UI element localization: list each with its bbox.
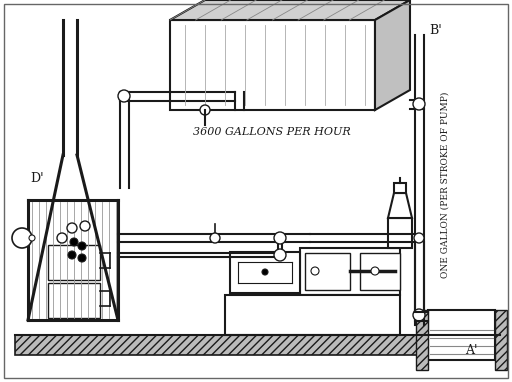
- Bar: [305, 253, 350, 290]
- Circle shape: [413, 309, 425, 321]
- Bar: [48, 245, 100, 280]
- Circle shape: [414, 233, 424, 243]
- Polygon shape: [375, 0, 410, 110]
- Circle shape: [68, 251, 76, 259]
- Circle shape: [57, 233, 67, 243]
- Text: ONE GALLON (PER STROKE OF PUMP): ONE GALLON (PER STROKE OF PUMP): [440, 92, 450, 278]
- Circle shape: [371, 267, 379, 275]
- Circle shape: [262, 269, 268, 275]
- Text: A': A': [465, 343, 477, 356]
- Circle shape: [118, 90, 130, 102]
- Polygon shape: [416, 310, 428, 370]
- Circle shape: [274, 249, 286, 261]
- Circle shape: [29, 235, 35, 241]
- Circle shape: [311, 267, 319, 275]
- Bar: [230, 252, 300, 293]
- Circle shape: [80, 221, 90, 231]
- Polygon shape: [170, 0, 410, 20]
- Polygon shape: [495, 310, 507, 370]
- Circle shape: [67, 223, 77, 233]
- Bar: [394, 183, 406, 193]
- Bar: [300, 248, 400, 295]
- Bar: [388, 218, 412, 248]
- Circle shape: [210, 233, 220, 243]
- Polygon shape: [388, 193, 412, 218]
- Polygon shape: [15, 335, 500, 355]
- Text: D': D': [30, 172, 44, 185]
- Circle shape: [78, 242, 86, 250]
- Bar: [360, 253, 400, 290]
- Circle shape: [12, 228, 32, 248]
- Bar: [48, 283, 100, 318]
- Bar: [428, 310, 495, 360]
- Circle shape: [78, 254, 86, 262]
- Text: B': B': [429, 24, 442, 37]
- Text: 3600 GALLONS PER HOUR: 3600 GALLONS PER HOUR: [193, 127, 351, 137]
- Circle shape: [413, 98, 425, 110]
- Polygon shape: [170, 20, 375, 110]
- Circle shape: [274, 232, 286, 244]
- Circle shape: [200, 105, 210, 115]
- Circle shape: [70, 238, 78, 246]
- Bar: [225, 295, 400, 335]
